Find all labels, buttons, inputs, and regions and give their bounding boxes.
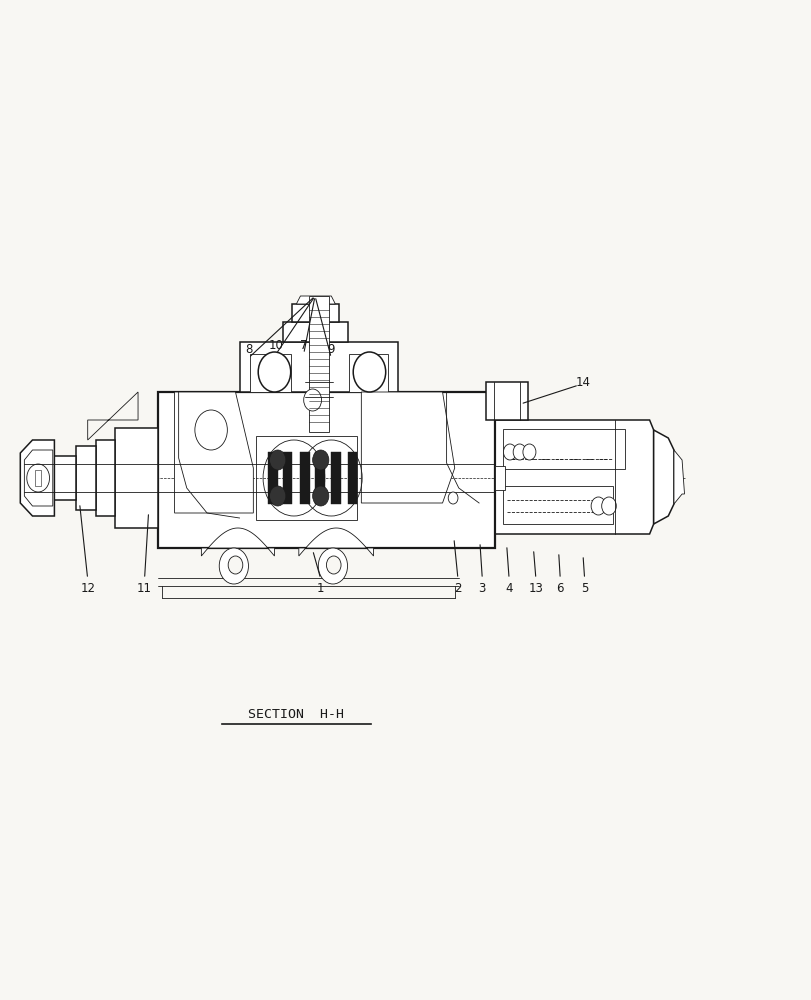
Circle shape: [195, 410, 227, 450]
Circle shape: [27, 464, 49, 492]
Polygon shape: [331, 452, 341, 504]
Polygon shape: [495, 420, 653, 534]
Text: 4: 4: [504, 582, 513, 595]
Bar: [35, 470, 41, 486]
Circle shape: [503, 444, 516, 460]
Text: 8: 8: [244, 343, 252, 356]
Polygon shape: [292, 304, 339, 322]
Bar: [255, 436, 357, 520]
Text: 14: 14: [575, 375, 590, 388]
Polygon shape: [347, 452, 357, 504]
Polygon shape: [174, 392, 253, 513]
Circle shape: [601, 497, 616, 515]
Circle shape: [219, 548, 248, 584]
Bar: [309, 296, 328, 432]
Polygon shape: [201, 528, 274, 556]
Circle shape: [590, 497, 605, 515]
Circle shape: [448, 492, 457, 504]
Polygon shape: [361, 392, 454, 503]
Circle shape: [228, 556, 242, 574]
Text: 5: 5: [580, 582, 588, 595]
Bar: [75, 446, 96, 510]
Polygon shape: [268, 452, 277, 504]
Text: 12: 12: [80, 582, 95, 595]
Bar: [54, 456, 75, 500]
Bar: [115, 428, 158, 528]
Circle shape: [269, 486, 285, 506]
Polygon shape: [296, 296, 335, 304]
Bar: [485, 382, 527, 420]
Circle shape: [522, 444, 535, 460]
Circle shape: [513, 444, 526, 460]
Circle shape: [326, 556, 341, 574]
Polygon shape: [158, 392, 495, 548]
Bar: [96, 440, 115, 516]
Bar: [503, 429, 624, 469]
Text: 6: 6: [556, 582, 564, 595]
Polygon shape: [315, 452, 324, 504]
Polygon shape: [239, 342, 397, 392]
Bar: [503, 486, 612, 524]
Text: 1: 1: [316, 582, 324, 595]
Text: 10: 10: [268, 339, 283, 352]
Text: SECTION  H-H: SECTION H-H: [248, 708, 344, 721]
Polygon shape: [24, 450, 53, 506]
Polygon shape: [298, 528, 373, 556]
Polygon shape: [653, 430, 673, 524]
Polygon shape: [282, 452, 292, 504]
Text: 2: 2: [453, 582, 461, 595]
Circle shape: [269, 450, 285, 470]
Bar: [495, 466, 504, 490]
Text: 3: 3: [478, 582, 486, 595]
Circle shape: [303, 389, 321, 411]
Polygon shape: [20, 440, 54, 516]
Polygon shape: [300, 452, 310, 504]
Circle shape: [318, 548, 347, 584]
Text: 11: 11: [137, 582, 152, 595]
Circle shape: [353, 352, 385, 392]
Polygon shape: [250, 354, 290, 392]
Polygon shape: [282, 322, 347, 342]
Circle shape: [312, 450, 328, 470]
Circle shape: [312, 486, 328, 506]
Text: 13: 13: [528, 582, 543, 595]
Polygon shape: [349, 354, 388, 392]
Circle shape: [258, 352, 290, 392]
Text: 9: 9: [327, 343, 335, 356]
Polygon shape: [673, 450, 684, 504]
Text: 7: 7: [299, 339, 307, 352]
